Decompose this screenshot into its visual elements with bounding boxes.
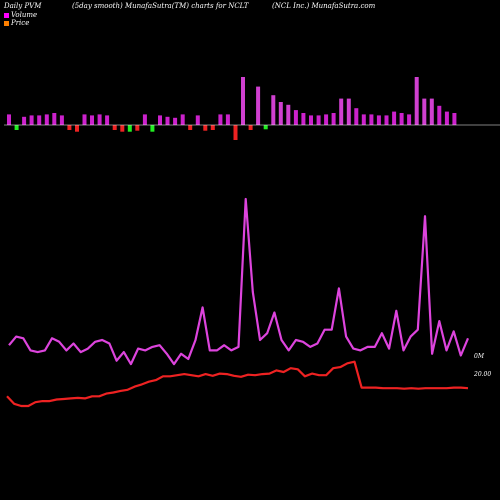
volume-bar: [52, 113, 57, 125]
chart-title-right: (NCL Inc.) MunafaSutra.com: [272, 2, 376, 10]
volume-bar: [346, 98, 351, 125]
volume-bar: [278, 102, 283, 125]
legend-volume-label: Volume: [11, 11, 38, 19]
volume-bar: [59, 115, 64, 125]
volume-bar: [414, 77, 419, 125]
volume-bar: [256, 86, 261, 125]
volume-bar: [241, 77, 245, 125]
volume-bars: [7, 77, 457, 140]
volume-bar: [105, 115, 110, 125]
volume-bar: [195, 115, 200, 125]
volume-bar: [309, 115, 313, 125]
legend-price-swatch: [4, 20, 9, 26]
volume-bar: [301, 113, 306, 125]
volume-bar: [180, 114, 185, 125]
volume-bar: [225, 114, 230, 125]
legend-volume: Volume: [4, 11, 37, 19]
volume-bar: [44, 114, 49, 125]
volume-bar: [14, 125, 19, 130]
volume-bar: [361, 114, 366, 125]
volume-bar: [97, 114, 102, 125]
volume-bar: [429, 98, 434, 125]
volume-bar: [422, 98, 427, 125]
volume-bar: [82, 114, 87, 125]
volume-bar: [316, 115, 321, 125]
volume-bar: [384, 115, 389, 125]
volume-bar: [233, 125, 238, 140]
volume-bar: [324, 114, 329, 125]
volume-value-label: 0M: [474, 353, 485, 360]
volume-bar: [127, 125, 132, 132]
price-value-label: 20.00: [473, 371, 491, 378]
volume-bar: [90, 115, 94, 125]
volume-bar: [22, 116, 27, 125]
volume-bar: [354, 108, 359, 125]
volume-bar: [271, 95, 276, 125]
volume-bar: [150, 125, 155, 132]
price-line: [6, 360, 469, 408]
volume-bar: [452, 113, 457, 125]
volume-bar: [188, 125, 193, 130]
volume-bar: [67, 125, 72, 130]
volume-bar: [369, 114, 374, 125]
legend-price: Price: [4, 19, 29, 27]
volume-bar: [142, 114, 147, 125]
volume-bar: [173, 117, 178, 125]
volume-bar: [263, 125, 268, 130]
volume-bar: [29, 115, 34, 125]
chart-title-left: Daily PVM: [4, 2, 42, 10]
volume-bar: [135, 125, 140, 131]
volume-bar: [248, 125, 253, 130]
volume-bar: [210, 125, 215, 130]
chart-title-middle: (5day smooth) MunafaSutra(TM) charts for…: [72, 2, 249, 10]
volume-bar: [437, 105, 442, 125]
volume-bar: [158, 115, 162, 125]
volume-bar: [376, 115, 381, 125]
volume-bar: [165, 116, 170, 125]
volume-bar: [112, 125, 117, 130]
volume-bar: [444, 111, 449, 125]
volume-bar: [75, 125, 79, 132]
volume-line: [8, 197, 470, 366]
volume-bar: [218, 114, 223, 125]
volume-bar: [7, 114, 11, 125]
volume-bar: [293, 110, 298, 125]
volume-bar: [331, 113, 336, 125]
volume-bar: [339, 98, 344, 125]
legend-volume-swatch: [4, 12, 9, 18]
volume-bar: [120, 125, 125, 132]
volume-bar: [407, 114, 412, 125]
legend-price-label: Price: [11, 19, 30, 27]
volume-bar: [392, 111, 397, 125]
volume-bar: [286, 104, 291, 125]
volume-bar: [399, 113, 404, 125]
volume-bar: [203, 125, 208, 131]
volume-bar: [37, 115, 42, 125]
